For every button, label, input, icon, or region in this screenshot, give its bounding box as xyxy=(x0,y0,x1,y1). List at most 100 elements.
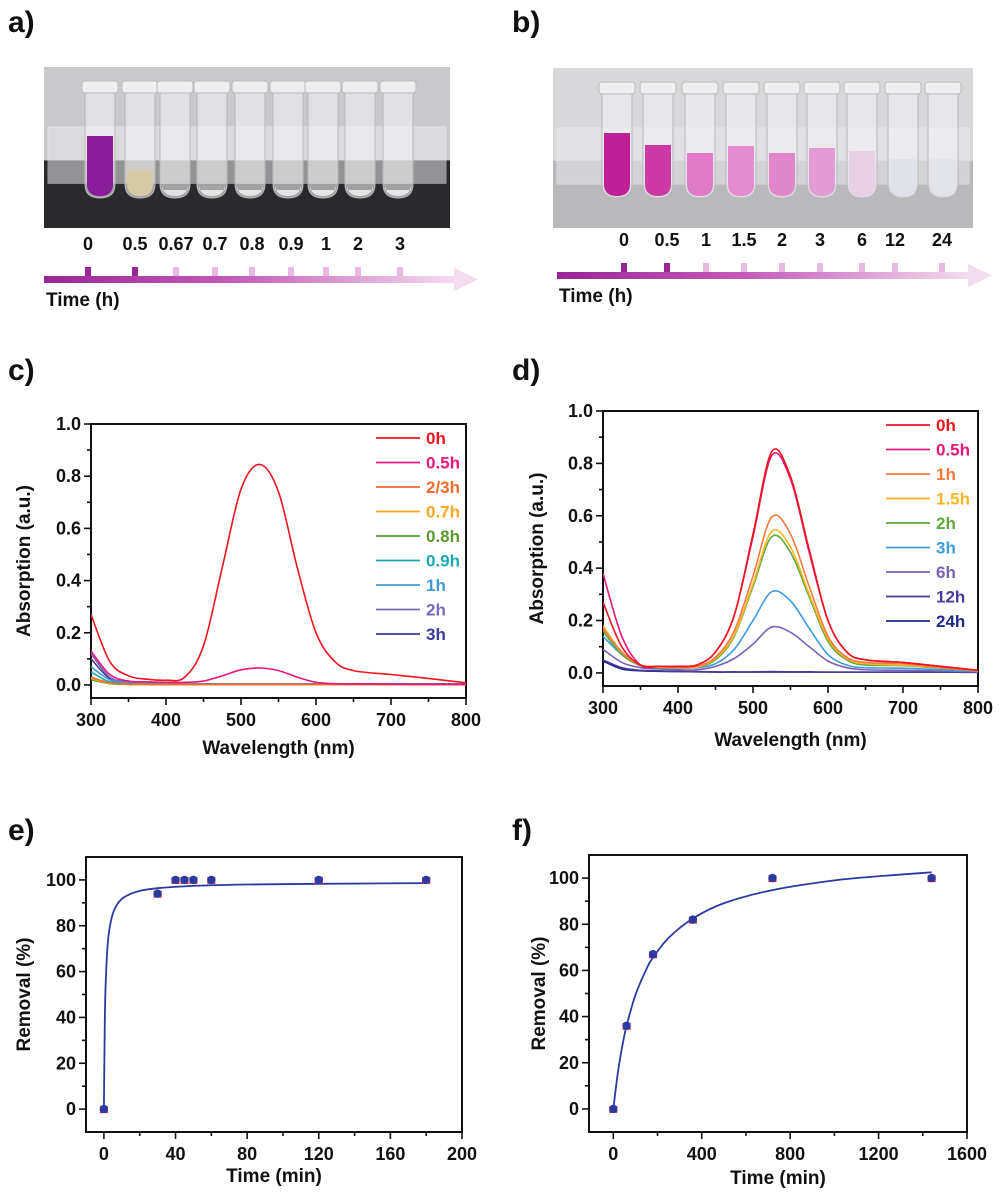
time-tick-mark xyxy=(859,263,865,272)
data-point xyxy=(768,873,777,883)
removal-chart-f: 0 400 800 1200 1600 0 20 40 60 80 100 Time (min) Rem… xyxy=(529,854,987,1189)
spectrum-line-6h xyxy=(603,625,978,673)
tube-liquid xyxy=(604,133,630,196)
legend-label: 3h xyxy=(426,625,446,644)
legend-label: 3h xyxy=(936,539,956,558)
time-point-label: 12 xyxy=(885,230,905,250)
tube-cap xyxy=(269,80,307,94)
panel-label-d: d) xyxy=(512,354,540,387)
time-tick-mark xyxy=(664,263,670,272)
data-point xyxy=(207,875,216,885)
x-tick-label: 700 xyxy=(376,710,406,730)
tube-cap xyxy=(304,80,342,94)
time-point-label: 3 xyxy=(815,230,825,250)
plot-frame xyxy=(85,856,463,1133)
y-tick-label: 0.0 xyxy=(568,663,593,683)
tube-liquid xyxy=(930,159,956,196)
time-point-label: 6 xyxy=(857,230,867,250)
test-tube xyxy=(304,80,342,199)
y-tick-label: 20 xyxy=(56,1053,76,1073)
x-tick-label: 200 xyxy=(447,1144,477,1164)
tube-liquid xyxy=(275,184,301,196)
test-tube xyxy=(379,80,417,199)
tube-body xyxy=(382,92,414,199)
time-tick-mark xyxy=(288,267,294,276)
data-point xyxy=(153,889,162,898)
legend-label: 24h xyxy=(936,612,965,631)
x-axis-title: Wavelength (nm) xyxy=(714,730,866,751)
y-tick-label: 0 xyxy=(569,1099,579,1119)
y-axis-title: Removal (%) xyxy=(14,937,35,1051)
time-tick-mark xyxy=(779,263,785,272)
x-axis-title: Wavelength (nm) xyxy=(202,738,354,759)
y-tick-label: 0 xyxy=(66,1099,76,1119)
tube-liquid xyxy=(849,151,875,196)
x-tick-label: 700 xyxy=(888,698,918,718)
tube-cap xyxy=(193,80,231,94)
spectrum-line-0h xyxy=(91,463,466,684)
removal-chart-e: 0 40 80 120 160 200 0 20 40 60 80 100 Time (min) Remo… xyxy=(14,856,477,1187)
legend-label: 0.5h xyxy=(426,454,460,473)
legend-label: 0.8h xyxy=(426,527,460,546)
test-tube xyxy=(884,81,922,199)
legend-label: 0.5h xyxy=(936,441,970,460)
data-point xyxy=(927,873,936,883)
tube-cap xyxy=(81,80,119,94)
x-tick-label: 1200 xyxy=(859,1144,899,1164)
y-tick-label: 100 xyxy=(549,868,579,888)
y-tick-label: 0.4 xyxy=(568,558,593,578)
tube-liquid xyxy=(127,170,153,196)
y-axis-title: Absorption (a.u.) xyxy=(14,485,35,637)
test-tube xyxy=(843,81,881,199)
tube-body xyxy=(344,92,376,199)
time-arrow-head-icon xyxy=(968,264,992,287)
x-tick-label: 300 xyxy=(76,710,106,730)
panel-label-f: f) xyxy=(512,814,532,847)
x-tick-label: 1600 xyxy=(947,1144,987,1164)
tube-liquid xyxy=(199,184,225,196)
test-tube xyxy=(81,80,119,199)
test-tube xyxy=(803,81,841,199)
test-tube xyxy=(269,80,307,199)
tube-cap xyxy=(121,80,159,94)
x-axis-title: Time (min) xyxy=(730,1168,826,1189)
y-tick-label: 40 xyxy=(56,1007,76,1027)
tube-liquid xyxy=(890,159,916,196)
legend-label: 1h xyxy=(936,465,956,484)
time-tick-mark xyxy=(939,263,945,272)
tube-liquid xyxy=(385,184,411,196)
tube-liquid xyxy=(162,184,188,196)
time-axis-label: Time (h) xyxy=(559,286,633,307)
time-axis-label: Time (h) xyxy=(46,290,120,311)
spectrum-line-12h xyxy=(603,659,978,674)
time-point-label: 0.5 xyxy=(122,234,147,254)
x-tick-label: 400 xyxy=(151,710,181,730)
time-point-label: 24 xyxy=(932,230,952,250)
tube-cap xyxy=(763,81,801,95)
time-point-label: 0.7 xyxy=(202,234,227,254)
x-tick-label: 120 xyxy=(304,1144,334,1164)
test-tube xyxy=(722,81,760,199)
legend-label: 0.9h xyxy=(426,552,460,571)
time-tick-mark xyxy=(892,263,898,272)
y-tick-label: 0.4 xyxy=(56,571,81,591)
tube-cap xyxy=(598,81,636,95)
time-arrow-shaft xyxy=(557,272,970,279)
x-tick-label: 0 xyxy=(608,1144,618,1164)
time-point-label: 1.5 xyxy=(731,230,756,250)
y-tick-label: 0.0 xyxy=(56,675,81,695)
test-tube xyxy=(681,81,719,199)
time-arrow-shaft xyxy=(44,276,456,283)
panel-label-c: c) xyxy=(8,354,35,387)
tube-cap xyxy=(803,81,841,95)
time-point-label: 1 xyxy=(701,230,711,250)
spectrum-line-1h xyxy=(603,514,978,672)
x-tick-label: 800 xyxy=(963,698,993,718)
x-axis-title: Time (min) xyxy=(226,1166,322,1187)
panel-label-a: a) xyxy=(8,6,35,39)
tube-liquid xyxy=(728,146,754,196)
y-tick-label: 20 xyxy=(559,1053,579,1073)
y-tick-label: 1.0 xyxy=(56,414,81,434)
y-tick-label: 0.6 xyxy=(568,506,593,526)
